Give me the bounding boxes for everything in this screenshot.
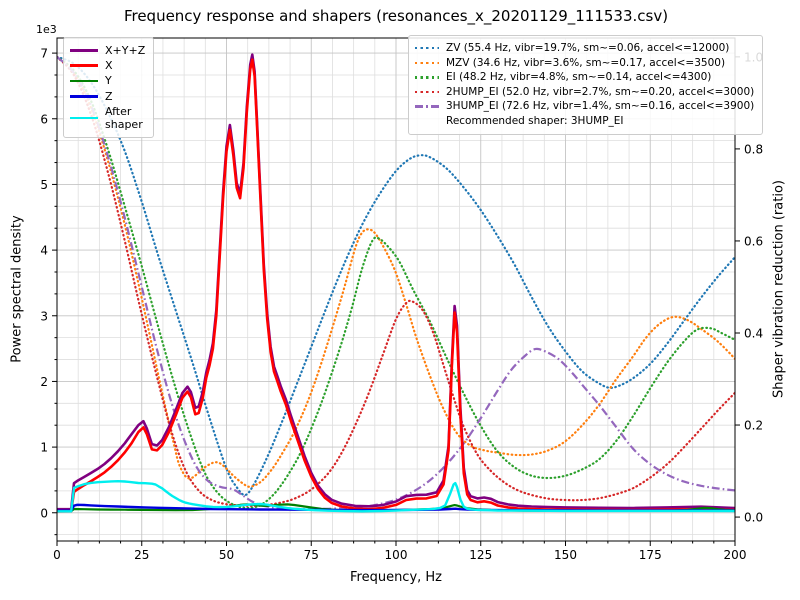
y-left-tick-label: 0 (40, 506, 48, 520)
y-axis-label-left: Power spectral density (9, 215, 25, 363)
dotted-line-sample-icon (415, 61, 439, 65)
y-left-tick-label: 4 (40, 244, 48, 258)
y-left-tick-label: 7 (40, 47, 48, 61)
dotted-line-sample-icon (415, 76, 439, 79)
legend-item-label: 2HUMP_EI (52.0 Hz, vibr=2.7%, sm~=0.20, … (446, 85, 755, 98)
solid-line-sample-icon (70, 116, 98, 120)
x-tick-label: 200 (724, 548, 747, 562)
legend-item-label: EI (48.2 Hz, vibr=4.8%, sm~=0.14, accel<… (446, 71, 712, 84)
legend-item: MZV (34.6 Hz, vibr=3.6%, sm~=0.17, accel… (415, 57, 754, 70)
chart-title: Frequency response and shapers (resonanc… (123, 7, 669, 25)
legend-item-label: X (105, 59, 113, 73)
axis-tick-labels: 0 25 50 75 100 125 150 175 200 0 1 2 3 4 5 6 7 0.0 0.2 0.4 0… (40, 47, 763, 562)
legend-item-label: Z (105, 89, 113, 103)
legend-item: ZV (55.4 Hz, vibr=19.7%, sm~=0.06, accel… (415, 42, 754, 55)
y-axis-label-right: Shaper vibration reduction (ratio) (771, 180, 787, 398)
solid-line-sample-icon (70, 94, 98, 98)
legend-item: X+Y+Z (70, 44, 145, 57)
legend-shapers: ZV (55.4 Hz, vibr=19.7%, sm~=0.06, accel… (408, 35, 764, 135)
y-right-tick-label: 0.0 (744, 511, 763, 525)
y-right-tick-label: 0.4 (744, 326, 763, 340)
series-curves (57, 53, 735, 513)
legend-item: X (70, 59, 145, 72)
x-tick-label: 25 (134, 548, 149, 562)
legend-item-label: MZV (34.6 Hz, vibr=3.6%, sm~=0.17, accel… (446, 56, 726, 69)
legend-item-label: ZV (55.4 Hz, vibr=19.7%, sm~=0.06, accel… (446, 42, 730, 54)
y-left-tick-label: 6 (40, 112, 48, 126)
y-left-tick-label: 2 (40, 375, 48, 389)
x-tick-label: 50 (219, 548, 234, 562)
x-axis-label: Frequency, Hz (349, 570, 443, 585)
y-right-tick-label: 0.2 (744, 419, 763, 433)
legend-item-label: X+Y+Z (105, 44, 146, 57)
psd-curve-after-shaper (57, 480, 735, 513)
legend-item-label: After shaper (105, 104, 143, 131)
y-axis-offset-text: 1e3 (36, 23, 57, 36)
y-right-tick-label: 0.6 (744, 234, 763, 248)
legend-item-label: Y (105, 74, 112, 88)
solid-line-sample-icon (70, 64, 98, 68)
legend-item: Y (70, 74, 145, 87)
axis-ticks (52, 52, 740, 546)
x-tick-label: 125 (469, 548, 492, 562)
solid-line-sample-icon (70, 79, 98, 83)
shaper-curve-3hump_ei (57, 56, 735, 511)
shaper-curve-zv (57, 55, 735, 497)
x-tick-label: 0 (53, 548, 61, 562)
shaper-curve-2hump_ei (57, 55, 735, 507)
legend-item: 3HUMP_EI (72.6 Hz, vibr=1.4%, sm~=0.16, … (415, 100, 754, 113)
legend-item: 2HUMP_EI (52.0 Hz, vibr=2.7%, sm~=0.20, … (415, 86, 754, 99)
y-right-tick-label: 0.8 (744, 142, 763, 156)
x-tick-label: 175 (639, 548, 662, 562)
y-left-tick-label: 3 (40, 309, 48, 323)
dotted-line-sample-icon (415, 47, 439, 50)
legend-item: EI (48.2 Hz, vibr=4.8%, sm~=0.14, accel<… (415, 71, 754, 84)
shaper-curve-mzv (57, 55, 735, 488)
x-tick-label: 150 (554, 548, 577, 562)
x-tick-label: 75 (304, 548, 319, 562)
legend-item-label: 3HUMP_EI (72.6 Hz, vibr=1.4%, sm~=0.16, … (446, 100, 755, 113)
legend-psd-series: X+Y+Z X Y Z After shaper (63, 37, 155, 139)
legend-recommended-shaper-note: Recommended shaper: 3HUMP_EI (446, 114, 624, 127)
y-left-tick-label: 5 (40, 178, 48, 192)
legend-item: After shaper (70, 105, 145, 131)
solid-line-sample-icon (70, 49, 98, 52)
x-tick-label: 100 (385, 548, 408, 562)
psd-curve-x (57, 58, 735, 513)
dashdot-line-sample-icon (415, 105, 439, 108)
y-left-tick-label: 1 (40, 441, 48, 455)
legend-item: Z (70, 90, 145, 103)
dotted-line-sample-icon (415, 90, 439, 94)
